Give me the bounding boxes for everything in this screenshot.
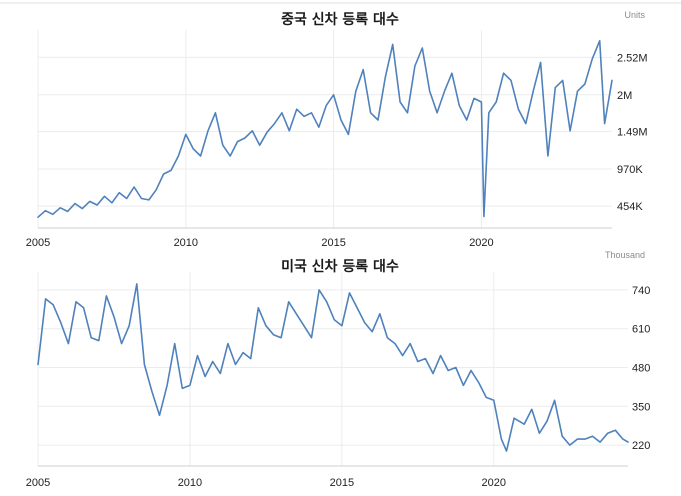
usa-chart-title: 미국 신차 등록 대수	[281, 259, 399, 275]
usa-x-tick-label: 2015	[330, 477, 354, 489]
china-y-tick-label: 454K	[617, 201, 643, 213]
usa-y-tick-label: 740	[632, 285, 650, 297]
china-x-tick-label: 2010	[174, 237, 198, 249]
usa-y-tick-label: 350	[632, 401, 650, 413]
china-y-tick-label: 2M	[617, 90, 632, 102]
china-unit-label: Units	[624, 10, 645, 20]
usa-y-tick-label: 220	[632, 440, 650, 452]
usa-y-tick-label: 480	[632, 363, 650, 375]
usa-x-tick-labels: 2005 2010 2015 2020	[26, 477, 506, 489]
usa-x-tick-label: 2020	[482, 477, 506, 489]
usa-x-tick-label: 2005	[26, 477, 50, 489]
china-y-tick-label: 1.49M	[617, 127, 648, 139]
usa-unit-label: Thousand	[605, 250, 645, 260]
usa-gridlines	[37, 272, 628, 466]
china-chart-title: 중국 신차 등록 대수	[281, 12, 399, 28]
usa-y-tick-label: 610	[632, 324, 650, 336]
china-x-tick-label: 2005	[26, 237, 50, 249]
china-x-tick-label: 2015	[321, 237, 345, 249]
china-x-tick-label: 2020	[469, 237, 493, 249]
usa-chart: 미국 신차 등록 대수 Thousand 220 350 480 610 740 200…	[26, 250, 651, 489]
usa-y-tick-labels: 220 350 480 610 740	[632, 285, 650, 452]
china-y-tick-labels: 454K 970K 1.49M 2M 2.52M	[617, 52, 648, 213]
china-y-tick-label: 2.52M	[617, 52, 648, 64]
china-x-tick-labels: 2005 2010 2015 2020	[26, 237, 494, 249]
china-gridlines	[37, 30, 612, 228]
china-series-line	[37, 40, 613, 218]
china-y-tick-label: 970K	[617, 164, 643, 176]
usa-x-tick-label: 2010	[178, 477, 202, 489]
usa-series-line	[37, 283, 629, 452]
china-chart: 중국 신차 등록 대수 Units 454K 970K 1.49M 2M 2.52M 2…	[26, 10, 648, 249]
